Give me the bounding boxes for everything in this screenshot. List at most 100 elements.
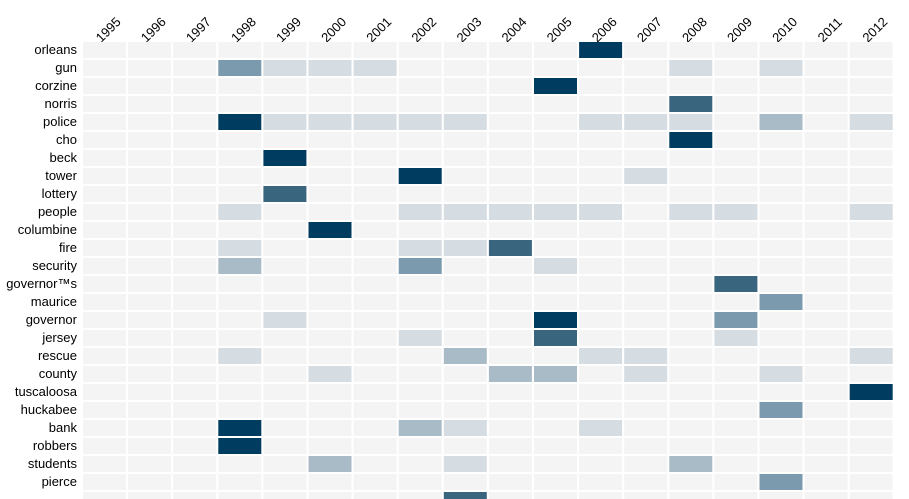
heatmap-cell [263,276,307,292]
heatmap-cell [443,384,487,400]
heatmap-cell [443,258,487,274]
heatmap-cell [849,222,893,238]
heatmap-cell [624,78,668,94]
heatmap-cell [759,384,803,400]
heatmap-cell [534,96,577,112]
heatmap-cell [579,402,623,418]
heatmap-cell [218,150,262,166]
heatmap-cell [534,294,577,310]
heatmap-cell [83,78,126,94]
heatmap-cell [579,186,623,202]
heatmap-cell [714,114,758,130]
heatmap-cell [624,150,668,166]
heatmap-cell [624,312,668,328]
heatmap-cell [714,420,758,436]
heatmap-cell [443,474,487,490]
heatmap-cell [83,258,126,274]
row-label: jersey [41,330,77,345]
heatmap-cell [488,366,532,382]
heatmap-cell [398,456,442,472]
heatmap-cell [804,492,848,499]
heatmap-cell [579,168,623,184]
heatmap-cell [534,474,577,490]
heatmap-cell [579,492,623,499]
heatmap-cell [804,186,848,202]
year-label-2005: 2005 [544,14,575,45]
heatmap-cell [218,42,262,58]
heatmap-cell [849,96,893,112]
heatmap-cell [353,438,397,454]
heatmap-cell [353,330,397,346]
heatmap-cell [669,456,713,472]
heatmap-cell [579,294,623,310]
heatmap-cell [173,96,217,112]
heatmap-cell [308,114,352,130]
heatmap-cell [714,168,758,184]
heatmap-cell [488,168,532,184]
heatmap-cell [128,204,172,220]
heatmap-cell [218,474,262,490]
heatmap-cell [579,456,623,472]
heatmap-cell [128,474,172,490]
heatmap-cell [579,474,623,490]
heatmap-cell [488,78,532,94]
heatmap-cell [759,492,803,499]
heatmap-cell [624,258,668,274]
heatmap-cell [83,60,126,76]
heatmap-cell [488,384,532,400]
heatmap-cell [83,438,126,454]
heatmap-cell [308,330,352,346]
year-label-1999: 1999 [273,14,304,45]
heatmap-cell [849,168,893,184]
heatmap-cell [443,366,487,382]
row-label: corzine [35,78,77,93]
heatmap-cell [218,258,262,274]
heatmap-cell [353,276,397,292]
heatmap-cell [218,222,262,238]
heatmap-cell [128,60,172,76]
heatmap-cell [173,402,217,418]
heatmap-cell [759,132,803,148]
heatmap-cell [804,330,848,346]
year-label-1995: 1995 [93,14,124,45]
year-label-2004: 2004 [499,14,530,45]
heatmap-cell [534,204,577,220]
heatmap-cell [669,186,713,202]
heatmap-cell [804,150,848,166]
heatmap-cell [624,420,668,436]
heatmap-cell [488,492,532,499]
heatmap-cell [669,60,713,76]
heatmap-cell [759,276,803,292]
heatmap-cell [263,456,307,472]
heatmap-cell [398,438,442,454]
heatmap-cell [759,420,803,436]
heatmap-cell [443,402,487,418]
heatmap-cell [849,384,893,400]
heatmap-cell [263,150,307,166]
heatmap-cell [759,456,803,472]
row-label: police [43,114,77,129]
heatmap-cell [83,366,126,382]
heatmap-cell [128,258,172,274]
heatmap-cell [308,276,352,292]
row-label: tower [45,168,77,183]
heatmap-cell [263,402,307,418]
heatmap-cell [263,240,307,256]
heatmap-cell [308,294,352,310]
heatmap-cell [263,60,307,76]
year-label-2012: 2012 [859,14,890,45]
heatmap-cell [624,240,668,256]
heatmap-cell [173,492,217,499]
heatmap-cell [488,420,532,436]
heatmap-cell [263,42,307,58]
heatmap-cell [173,294,217,310]
year-label-1997: 1997 [183,14,214,45]
heatmap-cell [128,114,172,130]
heatmap-cell [534,114,577,130]
heatmap-cell [398,276,442,292]
heatmap-cell [488,258,532,274]
row-label: students [28,456,78,471]
heatmap-cell [849,276,893,292]
heatmap-cell [714,402,758,418]
